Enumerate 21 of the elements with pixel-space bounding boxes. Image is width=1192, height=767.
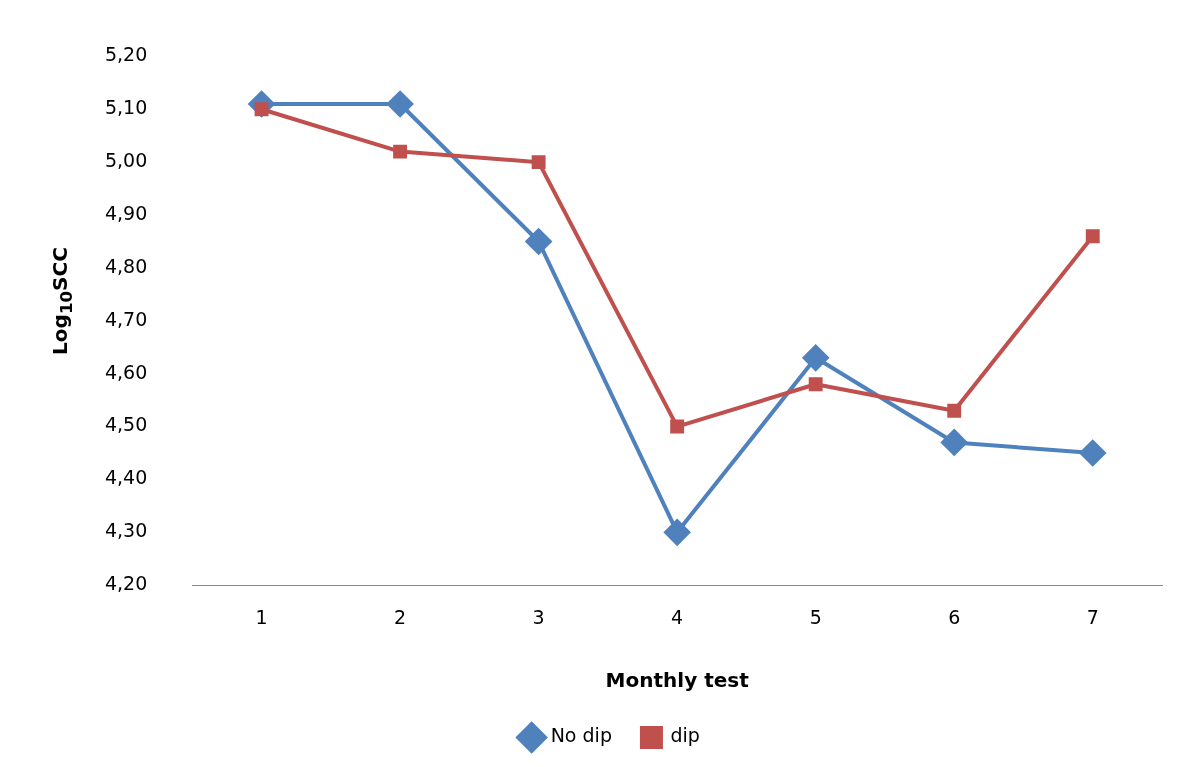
y-tick-label: 4,50 [104, 413, 148, 436]
x-tick-label: 1 [255, 605, 268, 628]
y-tick-label: 4,20 [104, 572, 148, 595]
legend-label: dip [670, 724, 700, 747]
x-tick-label: 7 [1086, 605, 1099, 628]
y-tick-label: 4,90 [104, 201, 148, 224]
x-tick-label: 3 [532, 605, 545, 628]
y-tick-label: 4,60 [104, 360, 148, 383]
x-axis-title: Monthly test [605, 668, 750, 693]
y-tick-label: 4,80 [104, 254, 148, 277]
x-tick-label: 4 [671, 605, 684, 628]
y-tick-label: 4,30 [104, 519, 148, 542]
y-tick-label: 5,00 [104, 149, 148, 172]
y-tick-label: 4,40 [104, 466, 148, 489]
x-tick-label: 5 [809, 605, 822, 628]
y-tick-label: 4,70 [104, 307, 148, 330]
legend-label: No dip [550, 724, 612, 747]
y-tick-label: 5,20 [104, 43, 148, 66]
x-tick-label: 2 [394, 605, 407, 628]
x-tick-label: 6 [948, 605, 961, 628]
y-tick-label: 5,10 [104, 96, 148, 119]
